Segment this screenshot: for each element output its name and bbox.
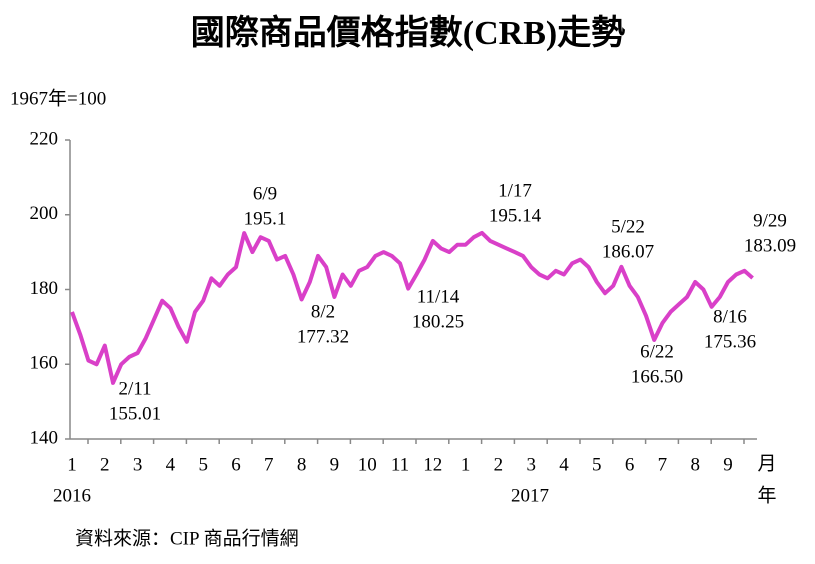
source: 資料來源：CIP 商品行情網 bbox=[75, 527, 299, 549]
x-tick-label: 9 bbox=[723, 454, 733, 475]
x-tick-label: 2 bbox=[494, 454, 504, 475]
y-tick-label: 200 bbox=[30, 203, 59, 224]
x-tick-label: 11 bbox=[391, 454, 409, 475]
x-tick-label: 2 bbox=[100, 454, 110, 475]
chart-title: 國際商品價格指數(CRB)走勢 bbox=[191, 14, 625, 52]
y-tick-label: 220 bbox=[30, 128, 59, 149]
x-tick-label: 4 bbox=[166, 454, 176, 475]
x-tick-label: 12 bbox=[423, 454, 442, 475]
annotation-value: 195.14 bbox=[489, 205, 542, 226]
annotation-date: 6/9 bbox=[253, 183, 277, 204]
annotation-value: 177.32 bbox=[297, 326, 349, 347]
x-tick-label: 7 bbox=[264, 454, 274, 475]
annotation-date: 11/14 bbox=[417, 286, 460, 307]
annotation-date: 5/22 bbox=[611, 216, 645, 237]
x-tick-label: 3 bbox=[526, 454, 536, 475]
x-tick-label: 3 bbox=[133, 454, 143, 475]
x-tick-label: 10 bbox=[358, 454, 377, 475]
x-tick-label: 9 bbox=[330, 454, 340, 475]
annotation-value: 166.50 bbox=[631, 366, 683, 387]
x-tick-label: 5 bbox=[592, 454, 602, 475]
annotation-value: 183.09 bbox=[744, 235, 796, 256]
x-tick-label: 1 bbox=[461, 454, 471, 475]
x-tick-label: 7 bbox=[658, 454, 668, 475]
annotation-value: 155.01 bbox=[109, 403, 161, 424]
annotation-value: 180.25 bbox=[412, 311, 464, 332]
x-tick-label: 5 bbox=[198, 454, 208, 475]
x-tick-label: 8 bbox=[297, 454, 307, 475]
annotation-value: 186.07 bbox=[602, 241, 654, 262]
y-tick-label: 160 bbox=[30, 353, 59, 374]
y-tick-label: 180 bbox=[30, 278, 59, 299]
annotation-value: 175.36 bbox=[704, 331, 756, 352]
x-tick-label: 6 bbox=[625, 454, 635, 475]
data-line bbox=[70, 230, 754, 385]
annotation-value: 195.1 bbox=[244, 208, 287, 229]
unit-label: 1967年=100 bbox=[10, 87, 106, 109]
annotation-date: 8/2 bbox=[311, 301, 335, 322]
y-tick-label: 140 bbox=[30, 427, 59, 448]
annotation-date: 9/29 bbox=[753, 210, 787, 231]
annotation-date: 8/16 bbox=[713, 306, 747, 327]
x-tick-label: 6 bbox=[231, 454, 241, 475]
x-unit-label: 月 bbox=[757, 453, 776, 474]
annotation-date: 6/22 bbox=[640, 341, 674, 362]
year-label: 2017 bbox=[511, 485, 549, 506]
x-unit-label: 年 bbox=[757, 484, 776, 506]
x-tick-label: 4 bbox=[559, 454, 569, 475]
annotation-date: 2/11 bbox=[118, 378, 151, 399]
x-tick-label: 1 bbox=[67, 454, 77, 475]
x-tick-label: 8 bbox=[690, 454, 700, 475]
annotation-date: 1/17 bbox=[498, 180, 532, 201]
year-label: 2016 bbox=[53, 485, 91, 506]
